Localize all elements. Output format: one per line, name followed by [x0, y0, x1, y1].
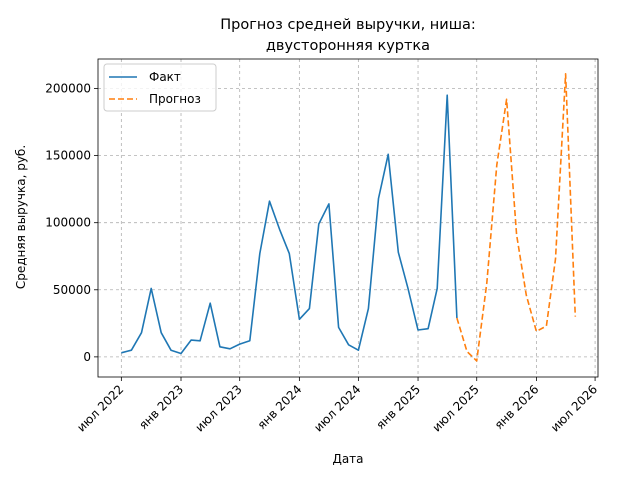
series-line-fact	[121, 94, 458, 355]
y-tick-label: 0	[83, 350, 91, 364]
x-axis-title: Дата	[332, 452, 363, 466]
chart-title-line-1: Прогноз средней выручки, ниша:	[220, 17, 476, 33]
y-tick-label: 150000	[45, 149, 91, 163]
y-axis: 0 50000 100000 150000 200000	[45, 82, 98, 364]
y-tick-label: 200000	[45, 82, 91, 96]
series-layer	[121, 73, 577, 362]
legend: Факт Прогноз	[103, 63, 217, 112]
y-tick-label: 100000	[45, 216, 91, 230]
y-axis-title: Средняя выручка, руб.	[14, 145, 28, 289]
y-tick-label: 50000	[53, 283, 91, 297]
series-line-forecast	[456, 73, 577, 362]
chart-title-line-2: двусторонняя куртка	[266, 38, 430, 54]
legend-label: Прогноз	[149, 92, 201, 106]
plot-frame	[97, 58, 599, 378]
legend-label: Факт	[149, 70, 181, 84]
grid	[98, 59, 598, 377]
